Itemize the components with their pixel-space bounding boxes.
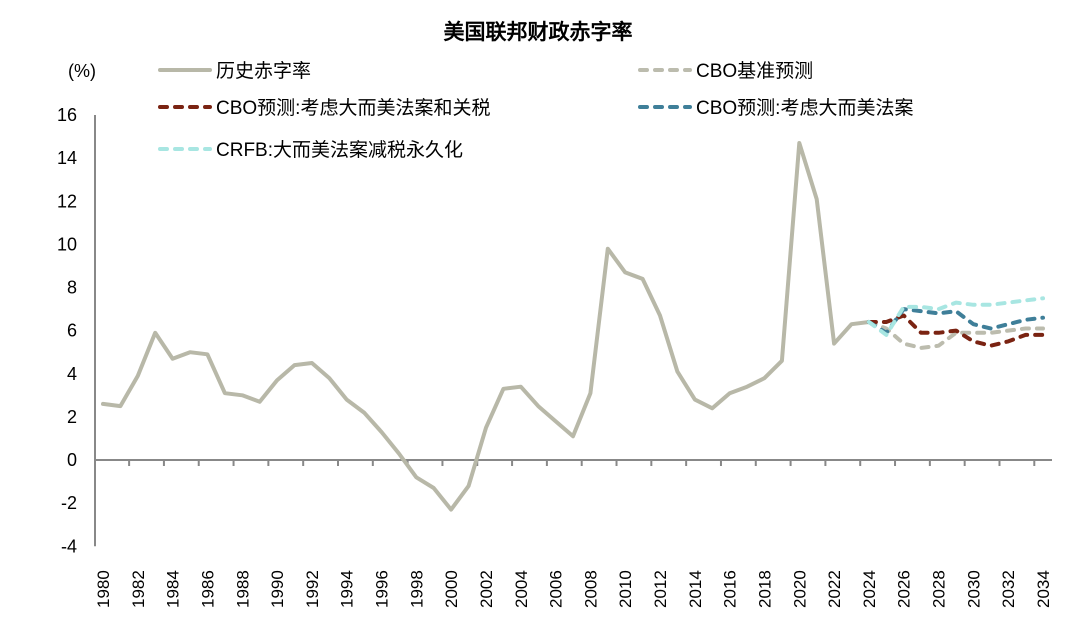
x-tick-label: 2018 xyxy=(755,570,774,608)
chart-title: 美国联邦财政赤字率 xyxy=(444,20,633,44)
x-tick-label: 2002 xyxy=(477,570,496,608)
y-tick-label: 6 xyxy=(67,321,77,341)
x-tick-label: 2022 xyxy=(825,570,844,608)
x-tick-label: 2016 xyxy=(721,570,740,608)
x-tick-label: 2014 xyxy=(686,570,705,608)
y-tick-label: 10 xyxy=(57,234,77,254)
legend-label-1: CBO基准预测 xyxy=(696,60,813,82)
y-tick-label: -2 xyxy=(61,493,77,513)
x-tick-label: 2000 xyxy=(442,570,461,608)
x-tick-label: 1992 xyxy=(303,570,322,608)
y-tick-label: 0 xyxy=(67,450,77,470)
x-tick-label: 2004 xyxy=(512,570,531,608)
y-tick-label: 16 xyxy=(57,105,77,125)
y-tick-label: 12 xyxy=(57,191,77,211)
legend-label-2: CBO预测:考虑大而美法案和关税 xyxy=(216,97,490,119)
y-tick-label: 8 xyxy=(67,278,77,298)
y-tick-label: 2 xyxy=(67,407,77,427)
x-tick-label: 1994 xyxy=(338,570,357,608)
y-tick-label: 14 xyxy=(57,148,77,168)
x-tick-label: 2012 xyxy=(651,570,670,608)
x-tick-label: 2028 xyxy=(930,570,949,608)
legend: 历史赤字率 CBO基准预测 CBO预测:考虑大而美法案和关税 CBO预测:考虑大而美法… xyxy=(158,60,913,161)
x-tick-label: 1986 xyxy=(198,570,217,608)
x-tick-label: 1984 xyxy=(164,570,183,608)
x-tick-label: 2034 xyxy=(1034,570,1053,608)
legend-label-3: CBO预测:考虑大而美法案 xyxy=(696,97,913,119)
y-axis-unit: (%) xyxy=(68,61,96,81)
series-line-3 xyxy=(866,307,1045,335)
x-tick-label: 2008 xyxy=(581,570,600,608)
x-tick-label: 1982 xyxy=(129,570,148,608)
series-lines xyxy=(101,141,1045,512)
x-tick-label: 2030 xyxy=(964,570,983,608)
x-tick-label: 2010 xyxy=(616,570,635,608)
x-tick-label: 1996 xyxy=(373,570,392,608)
x-tick-label: 1988 xyxy=(233,570,252,608)
x-tick-label: 2020 xyxy=(790,570,809,608)
x-tick-label: 2026 xyxy=(895,570,914,608)
x-tick-label: 2006 xyxy=(547,570,566,608)
y-tick-label: 4 xyxy=(67,364,77,384)
x-tick-label: 1990 xyxy=(268,570,287,608)
series-line-1 xyxy=(866,320,1045,350)
x-tick-label: 2032 xyxy=(999,570,1018,608)
x-tick-label: 1998 xyxy=(407,570,426,608)
x-tick-label: 2024 xyxy=(860,570,879,608)
series-line-0 xyxy=(101,141,871,512)
legend-label-4: CRFB:大而美法案减税永久化 xyxy=(216,139,463,161)
axes: -4 -2 0 2 4 6 8 10 12 14 16 1980 1982 1984 1986 1988 199… xyxy=(57,105,1053,608)
series-line-4 xyxy=(866,296,1045,337)
y-tick-label: -4 xyxy=(61,536,77,556)
legend-label-0: 历史赤字率 xyxy=(216,60,311,82)
series-line-2 xyxy=(866,313,1045,348)
x-tick-label: 1980 xyxy=(94,570,113,608)
